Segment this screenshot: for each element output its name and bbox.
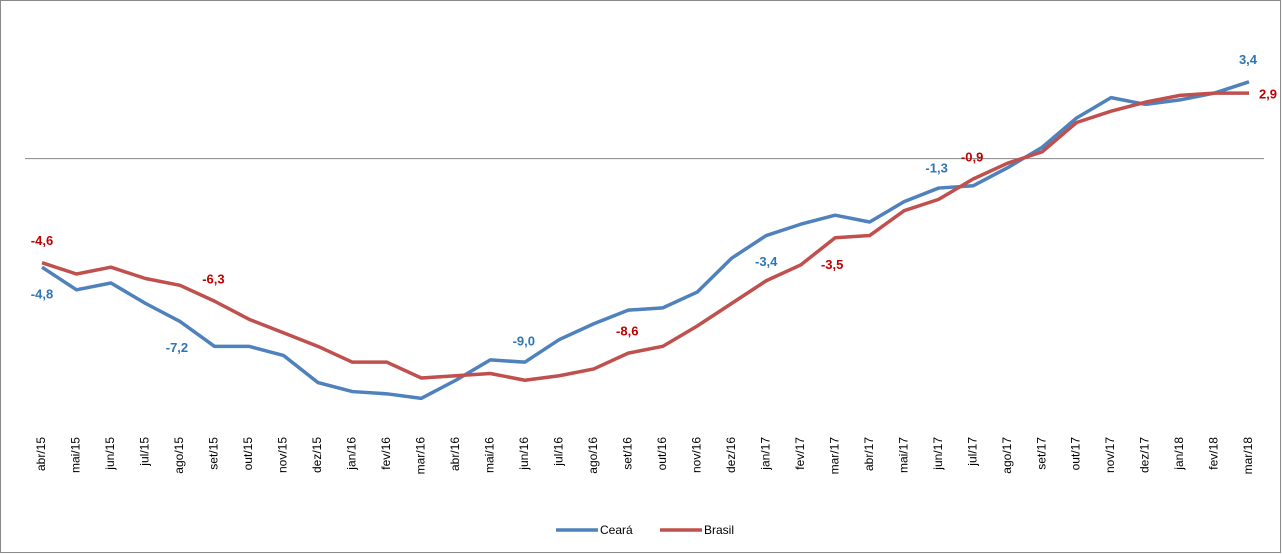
x-tick-label: jan/17 bbox=[758, 437, 772, 471]
x-tick-label: jul/16 bbox=[551, 437, 565, 467]
data-label: -4,6 bbox=[31, 233, 53, 248]
data-label: -9,0 bbox=[513, 334, 535, 349]
x-tick-label: mar/16 bbox=[414, 437, 428, 475]
legend-label: Ceará bbox=[600, 523, 633, 537]
x-tick-label: out/16 bbox=[655, 437, 669, 471]
x-tick-label: mai/17 bbox=[896, 437, 910, 473]
data-label: -6,3 bbox=[202, 272, 224, 287]
data-label: 3,4 bbox=[1239, 52, 1258, 67]
x-tick-label: abr/16 bbox=[448, 437, 462, 471]
data-label: -8,6 bbox=[616, 324, 638, 339]
x-tick-label: ago/16 bbox=[586, 437, 600, 474]
x-tick-label: fev/18 bbox=[1207, 437, 1221, 470]
x-tick-label: ago/15 bbox=[172, 437, 186, 474]
data-label: -0,9 bbox=[961, 149, 983, 164]
x-tick-label: set/16 bbox=[620, 437, 634, 470]
data-label: -7,2 bbox=[166, 340, 188, 355]
x-tick-label: mar/17 bbox=[827, 437, 841, 475]
x-tick-label: mai/15 bbox=[69, 437, 83, 473]
x-tick-label: out/17 bbox=[1069, 437, 1083, 471]
data-label: -3,4 bbox=[755, 254, 778, 269]
x-tick-label: jun/15 bbox=[103, 437, 117, 471]
x-tick-label: nov/16 bbox=[689, 437, 703, 473]
x-tick-label: abr/17 bbox=[862, 437, 876, 471]
x-tick-label: dez/17 bbox=[1138, 437, 1152, 473]
x-tick-label: mai/16 bbox=[482, 437, 496, 473]
x-tick-label: ago/17 bbox=[1000, 437, 1014, 474]
data-label: 2,9 bbox=[1259, 87, 1277, 102]
series-line bbox=[41, 91, 1249, 383]
x-tick-label: jul/15 bbox=[138, 437, 152, 467]
data-label: -3,5 bbox=[821, 257, 843, 272]
x-tick-label: abr/15 bbox=[34, 437, 48, 471]
series-line bbox=[41, 80, 1250, 401]
x-tick-label: set/17 bbox=[1034, 437, 1048, 470]
x-tick-label: nov/17 bbox=[1103, 437, 1117, 473]
data-label: -1,3 bbox=[925, 160, 947, 175]
x-tick-label: out/15 bbox=[241, 437, 255, 471]
x-tick-label: nov/15 bbox=[276, 437, 290, 473]
legend-label: Brasil bbox=[704, 523, 734, 537]
x-tick-label: jun/17 bbox=[931, 437, 945, 471]
x-tick-label: fev/16 bbox=[379, 437, 393, 470]
x-tick-label: fev/17 bbox=[793, 437, 807, 470]
x-tick-label: set/15 bbox=[207, 437, 221, 470]
x-tick-label: jan/16 bbox=[345, 437, 359, 471]
x-tick-label: jul/17 bbox=[965, 437, 979, 467]
x-tick-label: dez/16 bbox=[724, 437, 738, 473]
data-label: -4,8 bbox=[31, 287, 53, 302]
x-tick-label: mar/18 bbox=[1241, 437, 1255, 475]
x-tick-label: dez/15 bbox=[310, 437, 324, 473]
x-tick-label: jan/18 bbox=[1172, 437, 1186, 471]
x-tick-label: jun/16 bbox=[517, 437, 531, 471]
